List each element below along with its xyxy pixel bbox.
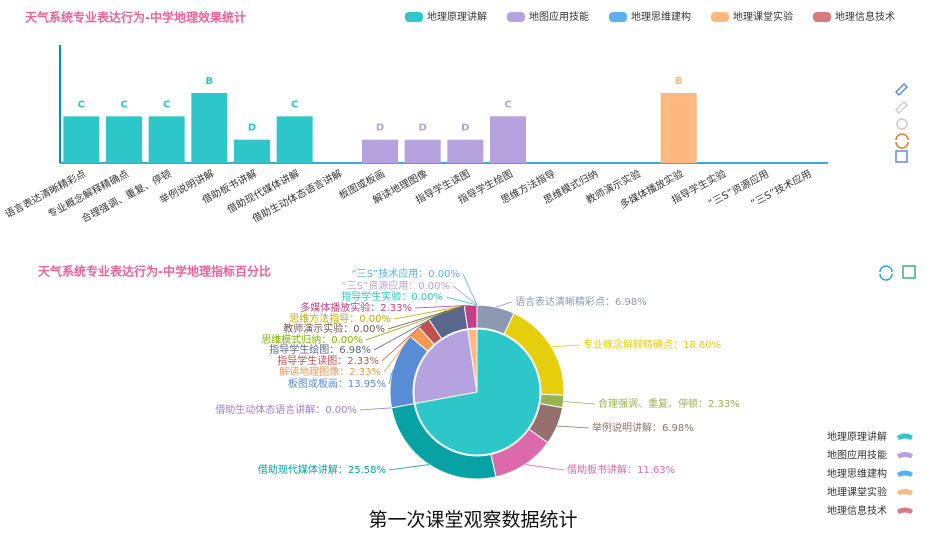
bar (362, 139, 398, 163)
bar (490, 116, 526, 163)
label-leader (393, 305, 465, 320)
tool-zoom-back[interactable] (894, 100, 909, 115)
tool-save[interactable] (895, 150, 908, 163)
tool-zoom[interactable] (894, 82, 909, 97)
legend-icon (897, 489, 913, 496)
slice-label: 指导学生绘图：6.98% (269, 343, 371, 356)
slice-label: 指导学生实验：0.00% (341, 290, 443, 303)
label-leader (563, 401, 596, 405)
slice-label: 多媒体播放实验：2.33% (300, 301, 412, 314)
bar-value-label: B (206, 76, 214, 87)
tool-mark[interactable] (896, 118, 908, 130)
slice-label: 借助生动体态语言讲解：0.00% (215, 403, 357, 416)
bar-value-label: D (419, 123, 427, 134)
label-leader (381, 322, 425, 362)
legend-swatch (507, 12, 525, 22)
slice-label: 解读地理图像：2.33% (279, 365, 381, 378)
bar (234, 139, 270, 163)
slice-label: “三S”资源应用：0.00% (342, 279, 450, 292)
bar-value-label: C (78, 99, 85, 110)
bar (404, 139, 441, 163)
label-leader (557, 425, 590, 429)
label-leader (365, 305, 465, 341)
bar-value-label: D (376, 123, 384, 134)
legend-label: 地理信息技术 (835, 10, 895, 23)
label-leader (383, 331, 415, 373)
label-leader (524, 464, 565, 471)
pie-slice (467, 328, 478, 393)
label-leader (495, 301, 513, 308)
bar (447, 139, 484, 163)
bar-chart-title: 天气系统专业表达行为-中学地理效果统计 (25, 10, 246, 25)
bar (148, 116, 185, 163)
pie-tool-save[interactable] (902, 265, 916, 279)
bar (63, 116, 100, 163)
label-leader (388, 464, 430, 471)
slice-label: 思维模式归纳：0.00% (261, 333, 363, 346)
slice-label: 借助板书讲解：11.63% (567, 463, 675, 476)
legend-label: 地图应用技能 (827, 449, 887, 462)
bar-value-label: B (675, 76, 683, 87)
label-leader (462, 273, 478, 306)
slice-label: 思维方法指导：0.00% (289, 312, 391, 325)
pie-slice (413, 329, 478, 405)
label-leader (387, 305, 465, 330)
pie-slice (414, 328, 541, 456)
slice-label: 借助现代媒体讲解：25.58% (258, 463, 386, 476)
legend-swatch (405, 12, 423, 22)
pie-tool-restore[interactable] (879, 265, 893, 281)
slice-label: 指导学生读图：2.33% (277, 354, 379, 367)
bar (191, 93, 228, 163)
slice-label: 合理强调、重复、停顿：2.33% (598, 397, 740, 410)
legend-label: 地理思维建构 (827, 467, 887, 480)
legend-swatch (813, 12, 831, 22)
legend-label: 地理原理讲解 (427, 10, 487, 23)
tool-restore[interactable] (895, 133, 909, 149)
legend-swatch (609, 12, 627, 22)
slice-label: 语言表达清晰精彩点：6.98% (515, 295, 647, 308)
legend-label: 地理课堂实验 (733, 10, 793, 23)
slice-label: 教师演示实验：0.00% (283, 322, 385, 335)
legend-label: 地图应用技能 (529, 10, 589, 23)
legend-label: 地理课堂实验 (827, 486, 887, 499)
legend-icon (897, 433, 913, 440)
label-leader (445, 296, 478, 306)
bar-value-label: C (504, 99, 511, 110)
label-leader (388, 369, 394, 385)
caption: 第一次课堂观察数据统计 (368, 509, 577, 531)
slice-label: 专业概念解释精确点：18.60% (583, 338, 721, 351)
bar-value-label: C (291, 99, 298, 110)
bar-value-label: D (248, 123, 256, 134)
pie-chart-title: 天气系统专业表达行为-中学地理指标百分比 (38, 264, 271, 279)
bar (660, 93, 697, 163)
legend-label: 地理思维建构 (631, 10, 691, 23)
toolbox[interactable] (879, 82, 916, 281)
bar (276, 116, 313, 163)
legend-icon (897, 452, 913, 459)
slice-label: “三S”技术应用：0.00% (352, 267, 460, 280)
legend-label: 地理原理讲解 (827, 430, 887, 443)
label-leader (373, 310, 447, 351)
slice-label: 板图或板画：13.95% (288, 377, 386, 390)
bar-value-label: C (163, 99, 170, 110)
bar (106, 116, 142, 163)
legend-icon (897, 507, 913, 514)
legend-label: 地理信息技术 (827, 504, 887, 517)
label-leader (414, 304, 471, 309)
legend-icon (897, 470, 913, 477)
label-leader (359, 407, 392, 411)
legend-swatch (711, 12, 729, 22)
bar-value-label: D (461, 123, 469, 134)
label-leader (452, 285, 478, 306)
bar-value-label: C (120, 99, 127, 110)
slice-label: 举例说明讲解：6.98% (592, 421, 694, 434)
label-leader (551, 344, 581, 348)
